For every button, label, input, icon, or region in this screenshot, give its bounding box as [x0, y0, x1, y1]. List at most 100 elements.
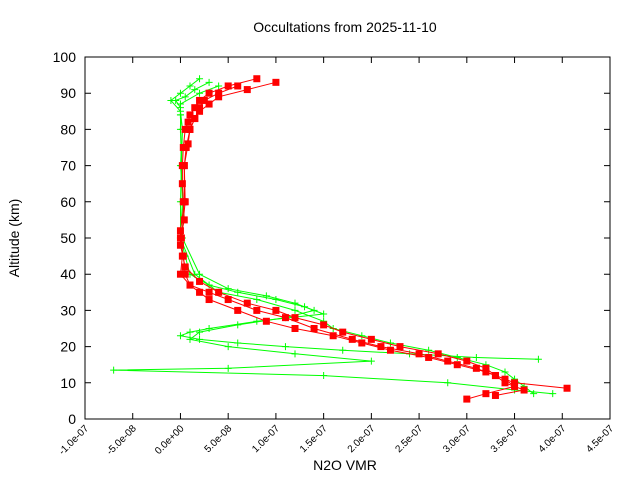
data-point-cross: [234, 321, 242, 329]
data-point-square: [184, 140, 192, 148]
x-tick-label: 0.0e+00: [153, 423, 187, 457]
y-tick-label: 70: [60, 158, 76, 174]
data-point-square: [482, 390, 490, 398]
data-point-cross: [320, 372, 328, 380]
data-point-square: [205, 100, 213, 108]
data-point-square: [463, 357, 471, 365]
data-point-square: [310, 325, 318, 332]
data-point-square: [386, 346, 394, 354]
data-point-square: [491, 372, 499, 380]
data-point-square: [453, 361, 461, 369]
data-point-square: [196, 107, 204, 115]
y-tick-label: 100: [53, 49, 77, 65]
x-tick-label: 5.0e-08: [203, 423, 235, 455]
data-point-cross: [181, 93, 189, 101]
data-point-square: [176, 270, 184, 278]
x-tick-label: 4.5e-07: [584, 423, 616, 455]
data-point-cross: [186, 328, 194, 336]
data-point-cross: [196, 75, 204, 83]
data-point-cross: [224, 343, 232, 351]
x-tick-label: -5.0e-08: [105, 423, 139, 457]
y-tick-label: 90: [60, 85, 76, 101]
data-point-square: [272, 78, 280, 86]
data-point-square: [463, 395, 471, 403]
data-point-square: [358, 339, 366, 347]
plot-border: [84, 56, 611, 420]
data-point-square: [281, 314, 289, 322]
data-point-cross: [176, 100, 184, 108]
series-line: [180, 85, 526, 396]
data-point-square: [196, 104, 204, 112]
data-point-square: [234, 82, 242, 90]
data-point-cross: [501, 368, 509, 376]
data-point-cross: [281, 343, 289, 351]
data-point-square: [253, 75, 261, 83]
data-point-square: [182, 144, 190, 151]
data-point-cross: [176, 89, 184, 97]
series-4: [176, 78, 519, 403]
data-point-square: [205, 296, 213, 304]
x-tick-label: 1.5e-07: [298, 423, 330, 455]
data-point-square: [234, 306, 242, 314]
series-line: [174, 81, 539, 360]
data-point-cross: [310, 306, 318, 314]
data-point-square: [243, 299, 251, 307]
data-point-cross: [291, 306, 299, 314]
data-point-square: [348, 335, 356, 343]
data-point-cross: [320, 310, 328, 318]
data-point-square: [501, 375, 509, 383]
data-point-square: [196, 288, 204, 296]
data-point-cross: [205, 325, 213, 332]
data-point-square: [178, 180, 186, 188]
y-tick-label: 0: [68, 411, 76, 427]
data-point-square: [482, 364, 490, 372]
data-point-square: [180, 198, 188, 206]
data-point-square: [177, 234, 185, 242]
data-point-square: [563, 384, 571, 392]
data-point-square: [511, 379, 519, 387]
x-tick-label: 4.0e-07: [537, 423, 569, 455]
series-0: [172, 78, 542, 363]
data-point-square: [215, 89, 223, 97]
data-point-cross: [167, 96, 175, 104]
x-tick-label: 2.5e-07: [393, 423, 425, 455]
data-point-square: [396, 343, 404, 351]
data-point-square: [180, 216, 188, 224]
data-point-square: [434, 350, 442, 358]
data-point-cross: [530, 390, 538, 398]
data-point-square: [367, 335, 375, 343]
data-point-cross: [358, 332, 366, 340]
series-2: [176, 82, 538, 398]
data-point-square: [176, 227, 184, 235]
y-tick-label: 40: [60, 266, 76, 282]
data-point-cross: [205, 78, 213, 86]
data-point-square: [181, 125, 189, 133]
data-point-cross: [262, 292, 270, 300]
y-axis-label: Altitude (km): [6, 199, 22, 278]
x-tick-label: 3.0e-07: [441, 423, 473, 455]
data-point-square: [186, 281, 194, 289]
data-point-square: [181, 263, 189, 271]
data-point-cross: [339, 346, 347, 354]
x-tick-label: -1.0e-07: [57, 423, 91, 457]
data-point-square: [444, 357, 452, 365]
y-tick-label: 50: [60, 230, 76, 246]
data-point-square: [205, 288, 213, 296]
data-point-square: [181, 270, 189, 278]
data-point-square: [262, 317, 270, 325]
data-point-square: [205, 89, 213, 97]
data-point-cross: [425, 346, 433, 354]
data-point-square: [215, 288, 223, 296]
data-point-cross: [224, 285, 232, 293]
data-point-square: [415, 350, 423, 358]
data-point-square: [291, 325, 299, 332]
data-point-cross: [272, 296, 280, 304]
data-point-square: [520, 386, 528, 394]
data-point-cross: [176, 111, 184, 119]
data-point-square: [196, 277, 204, 285]
y-tick-label: 80: [60, 121, 76, 137]
data-point-square: [186, 125, 194, 133]
data-point-cross: [215, 82, 223, 90]
x-axis-label: N2O VMR: [313, 457, 377, 473]
data-point-square: [253, 306, 261, 314]
